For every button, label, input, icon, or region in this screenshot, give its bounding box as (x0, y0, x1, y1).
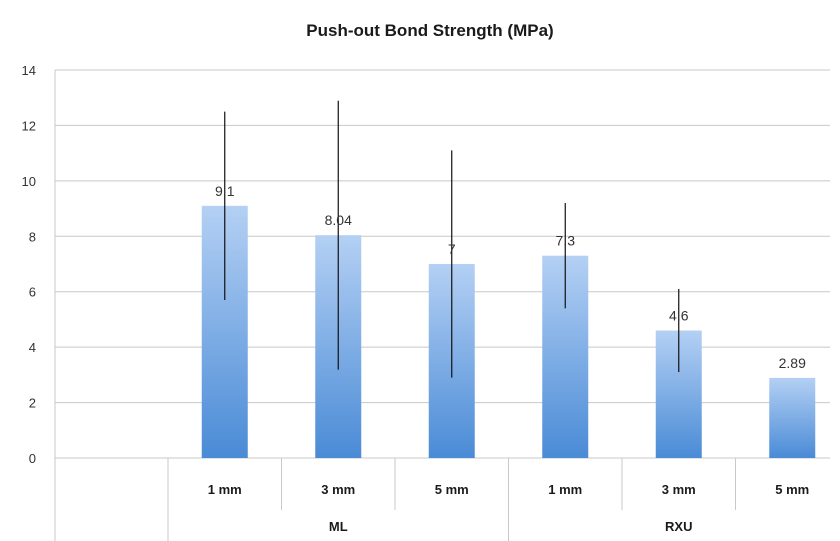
y-tick-label: 8 (29, 229, 36, 244)
y-tick-label: 10 (22, 174, 36, 189)
labels: 0 2 4 6 8 10 12 14 9.1 1 mm 8.04 3 mm 7 5 mm 7.3 1 mm 4.… (22, 63, 810, 534)
data-label: 2.89 (779, 355, 806, 371)
data-label: 9.1 (215, 183, 235, 199)
y-tick-label: 6 (29, 285, 36, 300)
data-label: 7.3 (556, 233, 576, 249)
group-label: ML (329, 519, 348, 534)
bar (769, 377, 816, 458)
axes (54, 70, 736, 541)
y-tick-label: 14 (22, 63, 36, 78)
x-tick-label: 1 mm (548, 482, 582, 497)
x-tick-label: 5 mm (775, 482, 809, 497)
y-tick-label: 4 (29, 340, 36, 355)
y-tick-label: 2 (29, 396, 36, 411)
data-label: 8.04 (325, 212, 352, 228)
x-tick-label: 3 mm (321, 482, 355, 497)
x-tick-label: 3 mm (662, 482, 696, 497)
x-tick-label: 1 mm (208, 482, 242, 497)
data-label: 4.6 (669, 308, 689, 324)
y-tick-label: 0 (29, 451, 36, 466)
y-tick-label: 12 (22, 118, 36, 133)
x-tick-label: 5 mm (435, 482, 469, 497)
bars (201, 100, 816, 458)
group-label: RXU (665, 519, 692, 534)
data-label: 7 (448, 241, 456, 257)
chart-title: Push-out Bond Strength (MPa) (306, 21, 553, 40)
